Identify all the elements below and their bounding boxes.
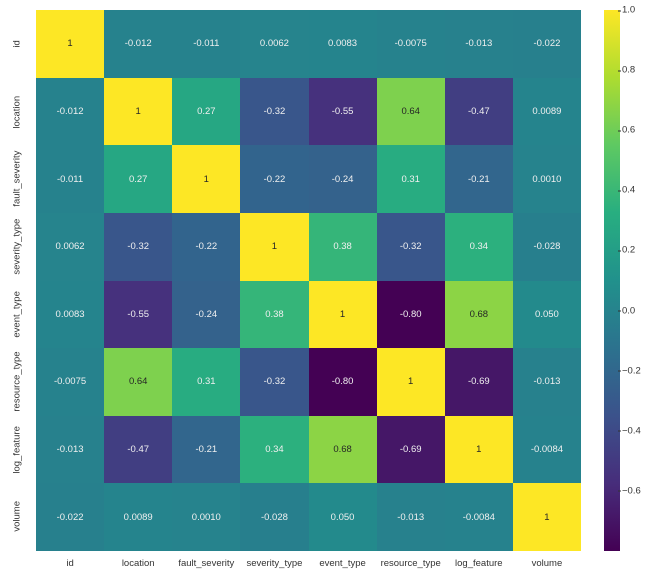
heatmap-cell: 0.27 (104, 145, 172, 213)
x-axis-label: resource_type (377, 553, 445, 573)
y-axis-label: resource_type (0, 348, 34, 416)
y-axis-label: location (0, 78, 34, 146)
heatmap-cell: -0.21 (445, 145, 513, 213)
heatmap-cell: -0.022 (513, 10, 581, 78)
heatmap-cell: 0.38 (309, 213, 377, 281)
x-axis-label: event_type (309, 553, 377, 573)
colorbar-ticks: −0.6−0.4−0.20.00.20.40.60.81.0 (622, 10, 654, 551)
heatmap-cell: 0.34 (240, 416, 308, 484)
heatmap-cell: -0.013 (445, 10, 513, 78)
heatmap-cell: -0.0084 (445, 483, 513, 551)
heatmap-cell: 0.0062 (36, 213, 104, 281)
heatmap-cell: -0.69 (377, 416, 445, 484)
y-axis-label: fault_severity (0, 145, 34, 213)
colorbar-tick: 0.4 (622, 185, 635, 196)
x-axis-label: id (36, 553, 104, 573)
x-axis-label: log_feature (445, 553, 513, 573)
heatmap-cell: -0.47 (104, 416, 172, 484)
heatmap-cell: 0.0010 (513, 145, 581, 213)
heatmap-cell: -0.32 (240, 348, 308, 416)
y-axis-label: log_feature (0, 416, 34, 484)
colorbar-tick: −0.6 (622, 485, 641, 496)
heatmap-cell: 0.0083 (309, 10, 377, 78)
heatmap-cell: 0.0062 (240, 10, 308, 78)
heatmap-grid: 1-0.012-0.0110.00620.0083-0.0075-0.013-0… (36, 10, 581, 551)
heatmap-cell: 1 (240, 213, 308, 281)
colorbar-tick: 1.0 (622, 5, 635, 16)
x-axis-labels: idlocationfault_severityseverity_typeeve… (36, 553, 581, 573)
heatmap-cell: 0.0089 (513, 78, 581, 146)
heatmap-cell: -0.028 (240, 483, 308, 551)
heatmap-cell: -0.22 (240, 145, 308, 213)
heatmap-cell: 0.050 (513, 281, 581, 349)
colorbar-tick: 0.6 (622, 125, 635, 136)
heatmap-cell: 1 (104, 78, 172, 146)
x-axis-label: volume (513, 553, 581, 573)
heatmap-cell: -0.0075 (377, 10, 445, 78)
y-axis-label: event_type (0, 281, 34, 349)
y-axis-label: severity_type (0, 213, 34, 281)
heatmap-cell: -0.022 (36, 483, 104, 551)
heatmap-cell: -0.0084 (513, 416, 581, 484)
heatmap-cell: 0.27 (172, 78, 240, 146)
heatmap-cell: 0.31 (377, 145, 445, 213)
heatmap-cell: -0.028 (513, 213, 581, 281)
y-axis-label: id (0, 10, 34, 78)
heatmap-cell: -0.013 (377, 483, 445, 551)
heatmap-cell: 0.050 (309, 483, 377, 551)
heatmap-cell: 0.34 (445, 213, 513, 281)
heatmap-cell: -0.012 (104, 10, 172, 78)
heatmap-cell: -0.32 (240, 78, 308, 146)
heatmap-cell: -0.55 (104, 281, 172, 349)
heatmap-cell: 1 (445, 416, 513, 484)
heatmap-cell: -0.69 (445, 348, 513, 416)
colorbar-gradient (604, 10, 620, 551)
colorbar-tick: −0.4 (622, 425, 641, 436)
heatmap-cell: 0.0089 (104, 483, 172, 551)
heatmap-cell: 0.0083 (36, 281, 104, 349)
heatmap-cell: 0.31 (172, 348, 240, 416)
heatmap-cell: 0.68 (309, 416, 377, 484)
heatmap-cell: -0.011 (172, 10, 240, 78)
heatmap-cell: -0.32 (377, 213, 445, 281)
heatmap-cell: 0.68 (445, 281, 513, 349)
heatmap-cell: -0.24 (309, 145, 377, 213)
heatmap-cell: -0.0075 (36, 348, 104, 416)
heatmap-area: 1-0.012-0.0110.00620.0083-0.0075-0.013-0… (36, 10, 581, 551)
heatmap-cell: -0.011 (36, 145, 104, 213)
heatmap-cell: -0.013 (36, 416, 104, 484)
y-axis-label: volume (0, 483, 34, 551)
heatmap-cell: 0.38 (240, 281, 308, 349)
heatmap-cell: 1 (172, 145, 240, 213)
x-axis-label: severity_type (240, 553, 308, 573)
heatmap-cell: 0.64 (104, 348, 172, 416)
heatmap-cell: -0.80 (377, 281, 445, 349)
heatmap-cell: -0.22 (172, 213, 240, 281)
heatmap-cell: -0.32 (104, 213, 172, 281)
colorbar-tick: 0.8 (622, 65, 635, 76)
heatmap-cell: -0.012 (36, 78, 104, 146)
heatmap-cell: -0.21 (172, 416, 240, 484)
colorbar-tick: −0.2 (622, 365, 641, 376)
y-axis-labels: idlocationfault_severityseverity_typeeve… (0, 10, 34, 551)
x-axis-label: fault_severity (172, 553, 240, 573)
colorbar: −0.6−0.4−0.20.00.20.40.60.81.0 (604, 10, 654, 551)
heatmap-cell: 0.64 (377, 78, 445, 146)
heatmap-cell: -0.24 (172, 281, 240, 349)
heatmap-cell: -0.013 (513, 348, 581, 416)
heatmap-cell: 1 (513, 483, 581, 551)
colorbar-tick: 0.2 (622, 245, 635, 256)
heatmap-cell: -0.80 (309, 348, 377, 416)
heatmap-cell: 1 (36, 10, 104, 78)
heatmap-cell: -0.47 (445, 78, 513, 146)
heatmap-cell: 1 (309, 281, 377, 349)
heatmap-cell: 0.0010 (172, 483, 240, 551)
x-axis-label: location (104, 553, 172, 573)
heatmap-cell: 1 (377, 348, 445, 416)
heatmap-cell: -0.55 (309, 78, 377, 146)
colorbar-tick: 0.0 (622, 305, 635, 316)
